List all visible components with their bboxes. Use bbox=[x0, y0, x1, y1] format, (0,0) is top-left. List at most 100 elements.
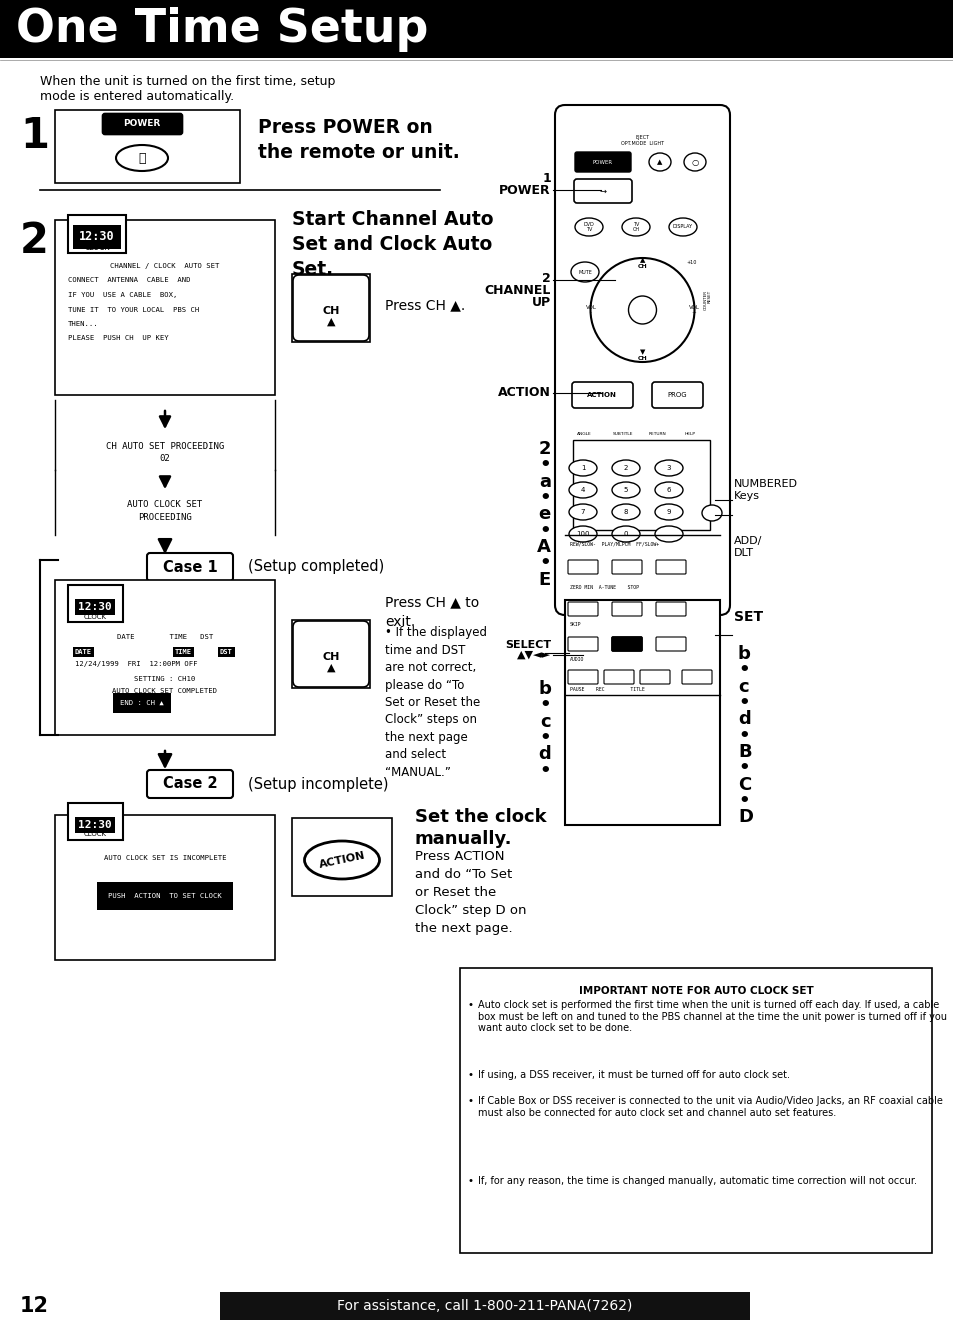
FancyBboxPatch shape bbox=[656, 602, 685, 617]
FancyBboxPatch shape bbox=[573, 440, 709, 530]
Text: PUSH  ACTION  TO SET CLOCK: PUSH ACTION TO SET CLOCK bbox=[108, 892, 222, 899]
Text: TUNE IT  TO YOUR LOCAL  PBS CH: TUNE IT TO YOUR LOCAL PBS CH bbox=[68, 306, 199, 313]
Text: DATE: DATE bbox=[75, 648, 91, 655]
FancyBboxPatch shape bbox=[293, 274, 369, 341]
FancyBboxPatch shape bbox=[292, 621, 370, 688]
Text: SUBTITLE: SUBTITLE bbox=[613, 432, 633, 436]
Text: 12:30: 12:30 bbox=[78, 819, 112, 830]
Text: b
•
c
•
d
•
B
•
C
•
D: b • c • d • B • C • D bbox=[738, 644, 752, 826]
Ellipse shape bbox=[655, 504, 682, 520]
Ellipse shape bbox=[612, 460, 639, 476]
FancyBboxPatch shape bbox=[564, 599, 720, 825]
Text: VOL
-: VOL - bbox=[585, 305, 596, 316]
Text: 1
POWER: 1 POWER bbox=[498, 172, 551, 198]
Text: CH: CH bbox=[637, 264, 647, 269]
Ellipse shape bbox=[612, 481, 639, 499]
FancyBboxPatch shape bbox=[292, 274, 370, 342]
Text: DVD
TV: DVD TV bbox=[583, 221, 594, 232]
Text: IMPORTANT NOTE FOR AUTO CLOCK SET: IMPORTANT NOTE FOR AUTO CLOCK SET bbox=[578, 987, 813, 996]
Text: •: • bbox=[468, 1097, 474, 1106]
Text: Case 1: Case 1 bbox=[162, 560, 217, 574]
Text: Auto clock set is performed the first time when the unit is turned off each day.: Auto clock set is performed the first ti… bbox=[477, 1000, 946, 1033]
Text: CH: CH bbox=[322, 652, 339, 662]
Text: AUTO CLOCK SET: AUTO CLOCK SET bbox=[128, 500, 202, 509]
Ellipse shape bbox=[116, 145, 168, 171]
Circle shape bbox=[590, 259, 694, 362]
Text: Press ACTION
and do “To Set
or Reset the
Clock” step D on
the next page.: Press ACTION and do “To Set or Reset the… bbox=[415, 850, 526, 935]
Text: ADD/
DLT: ADD/ DLT bbox=[733, 536, 761, 558]
Text: (Setup completed): (Setup completed) bbox=[248, 560, 384, 574]
FancyBboxPatch shape bbox=[55, 110, 240, 183]
FancyBboxPatch shape bbox=[55, 815, 274, 960]
FancyBboxPatch shape bbox=[572, 382, 633, 408]
Text: END : CH ▲: END : CH ▲ bbox=[120, 700, 164, 705]
Text: When the unit is turned on the first time, setup
mode is entered automatically.: When the unit is turned on the first tim… bbox=[40, 76, 335, 103]
Ellipse shape bbox=[701, 505, 721, 521]
Text: ▲: ▲ bbox=[327, 317, 335, 328]
Text: →: → bbox=[598, 187, 606, 195]
Text: CLOCK: CLOCK bbox=[84, 244, 110, 252]
FancyBboxPatch shape bbox=[567, 670, 598, 684]
FancyBboxPatch shape bbox=[612, 636, 641, 651]
Bar bbox=[220, 1292, 749, 1319]
Ellipse shape bbox=[668, 217, 697, 236]
Text: Press CH ▲ to
exit.: Press CH ▲ to exit. bbox=[385, 595, 478, 629]
Text: Set the clock
manually.: Set the clock manually. bbox=[415, 808, 546, 849]
Text: 12:30: 12:30 bbox=[78, 602, 112, 613]
Circle shape bbox=[628, 296, 656, 324]
Text: 100: 100 bbox=[576, 530, 589, 537]
Text: b
•
c
•
d
•: b • c • d • bbox=[537, 680, 551, 780]
Text: CONNECT  ANTENNA  CABLE  AND: CONNECT ANTENNA CABLE AND bbox=[68, 277, 191, 284]
Ellipse shape bbox=[655, 481, 682, 499]
FancyBboxPatch shape bbox=[293, 621, 369, 687]
Text: 2
CHANNEL
UP: 2 CHANNEL UP bbox=[484, 272, 551, 309]
Text: 5: 5 bbox=[623, 487, 627, 493]
Text: 1: 1 bbox=[580, 465, 584, 471]
Text: If using, a DSS receiver, it must be turned off for auto clock set.: If using, a DSS receiver, it must be tur… bbox=[477, 1070, 789, 1079]
Ellipse shape bbox=[568, 504, 597, 520]
Text: CHANNEL / CLOCK  AUTO SET: CHANNEL / CLOCK AUTO SET bbox=[111, 263, 219, 269]
Ellipse shape bbox=[621, 217, 649, 236]
FancyBboxPatch shape bbox=[656, 636, 685, 651]
FancyBboxPatch shape bbox=[459, 968, 931, 1253]
FancyBboxPatch shape bbox=[681, 670, 711, 684]
Text: PROCEEDING: PROCEEDING bbox=[138, 513, 192, 522]
Text: COUNTER
RESET: COUNTER RESET bbox=[702, 290, 711, 310]
Text: 3: 3 bbox=[666, 465, 671, 471]
FancyBboxPatch shape bbox=[612, 602, 641, 617]
Text: IF YOU  USE A CABLE  BOX,: IF YOU USE A CABLE BOX, bbox=[68, 292, 177, 298]
Text: DISPLAY: DISPLAY bbox=[672, 224, 692, 229]
Text: If, for any reason, the time is changed manually, automatic time correction will: If, for any reason, the time is changed … bbox=[477, 1176, 916, 1185]
Ellipse shape bbox=[568, 526, 597, 542]
Bar bbox=[0, 0, 953, 58]
FancyBboxPatch shape bbox=[656, 560, 685, 574]
Text: POWER: POWER bbox=[123, 119, 160, 129]
Ellipse shape bbox=[647, 443, 669, 457]
Text: • If the displayed
time and DST
are not correct,
please do “To
Set or Reset the
: • If the displayed time and DST are not … bbox=[385, 626, 486, 778]
FancyBboxPatch shape bbox=[567, 636, 598, 651]
Text: 2: 2 bbox=[20, 220, 49, 263]
Text: 7: 7 bbox=[580, 509, 584, 514]
Text: ANGLE: ANGLE bbox=[577, 432, 591, 436]
Text: RETURN: RETURN bbox=[648, 432, 666, 436]
Text: PROG: PROG bbox=[666, 392, 686, 398]
FancyBboxPatch shape bbox=[68, 215, 126, 253]
Text: 12:30: 12:30 bbox=[78, 819, 112, 830]
Text: One Time Setup: One Time Setup bbox=[16, 7, 428, 52]
FancyBboxPatch shape bbox=[147, 770, 233, 798]
Text: (Setup incomplete): (Setup incomplete) bbox=[248, 777, 388, 792]
Ellipse shape bbox=[655, 526, 682, 542]
Text: •: • bbox=[468, 1176, 474, 1185]
Text: Press POWER on
the remote or unit.: Press POWER on the remote or unit. bbox=[257, 118, 459, 162]
Ellipse shape bbox=[568, 460, 597, 476]
Text: CH AUTO SET PROCEEDING: CH AUTO SET PROCEEDING bbox=[106, 442, 224, 451]
Text: POWER: POWER bbox=[593, 159, 613, 164]
Ellipse shape bbox=[571, 263, 598, 282]
FancyBboxPatch shape bbox=[575, 152, 630, 172]
Text: TV
CH: TV CH bbox=[632, 221, 639, 232]
Text: TIME: TIME bbox=[174, 648, 192, 655]
FancyBboxPatch shape bbox=[651, 382, 702, 408]
Text: ○: ○ bbox=[691, 158, 698, 167]
Text: ⏻: ⏻ bbox=[138, 151, 146, 164]
Text: 4: 4 bbox=[580, 487, 584, 493]
